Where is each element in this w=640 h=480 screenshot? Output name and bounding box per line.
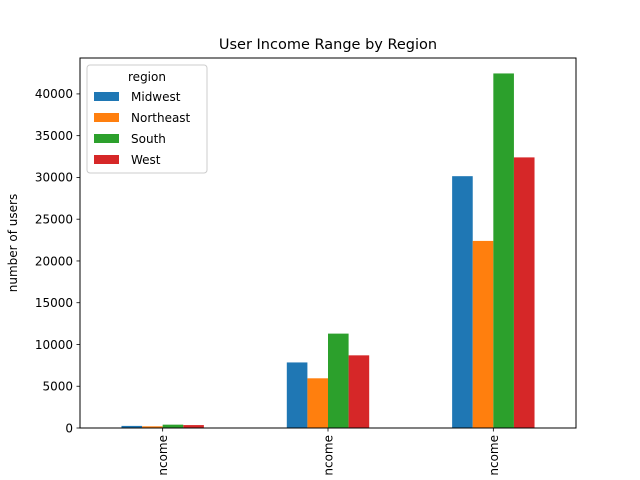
- y-tick-label: 40000: [35, 87, 73, 101]
- legend-title: region: [128, 70, 166, 84]
- bar-northeast-0: [142, 426, 163, 428]
- y-axis-label: number of users: [6, 194, 20, 292]
- legend: region Midwest Northeast South West: [86, 64, 208, 174]
- legend-label-midwest: Midwest: [131, 90, 181, 104]
- legend-label-west: West: [131, 153, 161, 167]
- y-axis: 0 5000 10000 15000 20000 25000 30000 35000 40000: [35, 87, 80, 435]
- chart-title: User Income Range by Region: [219, 37, 437, 53]
- y-tick-label: 0: [65, 421, 73, 435]
- x-tick-label: ncome: [487, 435, 501, 476]
- legend-label-south: South: [131, 132, 166, 146]
- y-tick-label: 25000: [35, 212, 73, 226]
- legend-label-northeast: Northeast: [131, 111, 191, 125]
- y-tick-label: 15000: [35, 296, 73, 310]
- bar-south-0: [162, 424, 184, 428]
- bar-midwest-2: [452, 176, 473, 428]
- y-tick-label: 5000: [42, 380, 73, 394]
- bars-group: [121, 73, 535, 428]
- bar-midwest-1: [286, 362, 308, 428]
- bar-south-2: [493, 73, 514, 428]
- legend-swatch-south: [94, 134, 119, 143]
- bar-west-2: [513, 157, 535, 428]
- y-tick-label: 30000: [35, 171, 73, 185]
- x-tick-label: ncome: [156, 435, 170, 476]
- bar-midwest-0: [121, 425, 143, 428]
- legend-swatch-west: [94, 155, 119, 164]
- bar-south-1: [328, 333, 349, 428]
- y-tick-label: 20000: [35, 254, 73, 268]
- y-tick-label: 35000: [35, 129, 73, 143]
- y-tick-label: 10000: [35, 338, 73, 352]
- legend-swatch-midwest: [94, 92, 119, 101]
- bar-west-1: [348, 355, 370, 428]
- legend-swatch-northeast: [94, 113, 119, 122]
- bar-west-0: [183, 425, 204, 428]
- legend-items: Midwest Northeast South West: [94, 90, 191, 167]
- x-axis: ncome ncome ncome: [156, 428, 501, 476]
- bar-northeast-2: [472, 240, 494, 428]
- x-tick-label: ncome: [322, 435, 336, 476]
- bar-northeast-1: [307, 378, 328, 428]
